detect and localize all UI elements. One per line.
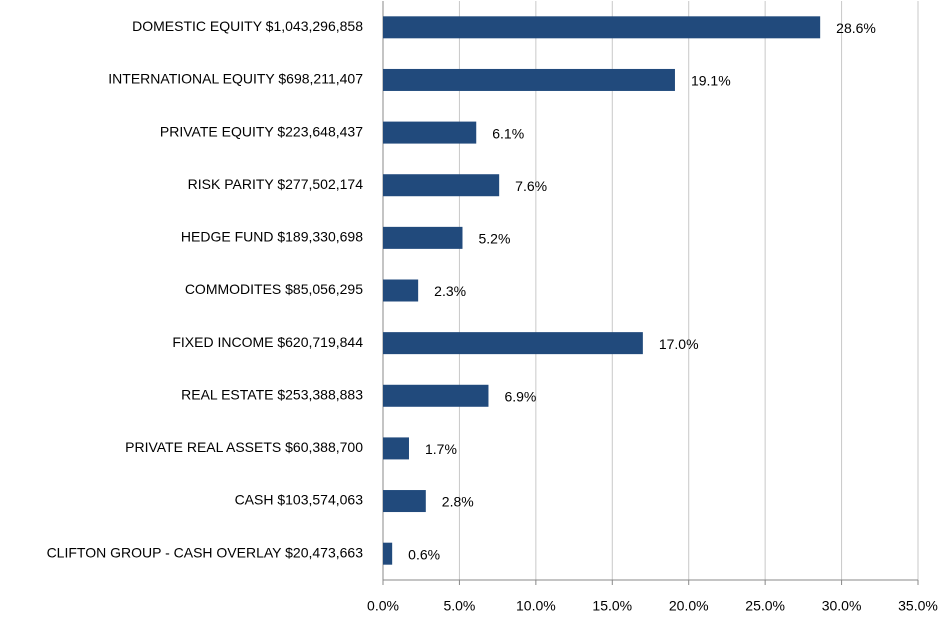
x-tick-label: 20.0% (669, 598, 709, 614)
x-tick-label: 0.0% (367, 598, 399, 614)
data-label: 17.0% (659, 336, 699, 352)
x-tick-label: 35.0% (898, 598, 938, 614)
bar (383, 332, 643, 355)
y-tick-label: REAL ESTATE $253,388,883 (181, 386, 363, 402)
bar (383, 279, 419, 302)
data-label: 2.8% (442, 494, 474, 510)
y-tick-label: CLIFTON GROUP - CASH OVERLAY $20,473,663 (47, 544, 364, 560)
bar (383, 490, 426, 513)
data-label: 7.6% (515, 178, 547, 194)
bar (383, 68, 675, 91)
bar (383, 121, 477, 144)
y-tick-label: PRIVATE EQUITY $223,648,437 (160, 123, 363, 139)
bar (383, 226, 463, 249)
bar (383, 437, 409, 460)
y-tick-label: INTERNATIONAL EQUITY $698,211,407 (108, 71, 363, 87)
x-tick-label: 25.0% (745, 598, 785, 614)
data-label: 6.1% (492, 125, 524, 141)
data-label: 5.2% (478, 231, 510, 247)
y-tick-label: RISK PARITY $277,502,174 (188, 176, 364, 192)
y-tick-label: COMMODITES $85,056,295 (185, 281, 363, 297)
x-tick-label: 30.0% (822, 598, 862, 614)
y-tick-label: CASH $103,574,063 (235, 492, 364, 508)
bar (383, 384, 489, 407)
x-tick-label: 5.0% (443, 598, 475, 614)
data-label: 28.6% (836, 20, 876, 36)
data-label: 2.3% (434, 283, 466, 299)
bar (383, 174, 500, 197)
x-tick-label: 10.0% (516, 598, 556, 614)
bar (383, 542, 393, 565)
y-tick-label: FIXED INCOME $620,719,844 (172, 334, 363, 350)
y-tick-label: HEDGE FUND $189,330,698 (181, 229, 363, 245)
y-tick-label: DOMESTIC EQUITY $1,043,296,858 (132, 18, 363, 34)
data-label: 6.9% (504, 388, 536, 404)
data-label: 0.6% (408, 546, 440, 562)
x-tick-label: 15.0% (592, 598, 632, 614)
data-label: 1.7% (425, 441, 457, 457)
y-tick-label: PRIVATE REAL ASSETS $60,388,700 (125, 439, 363, 455)
bar (383, 16, 821, 39)
data-label: 19.1% (691, 73, 731, 89)
